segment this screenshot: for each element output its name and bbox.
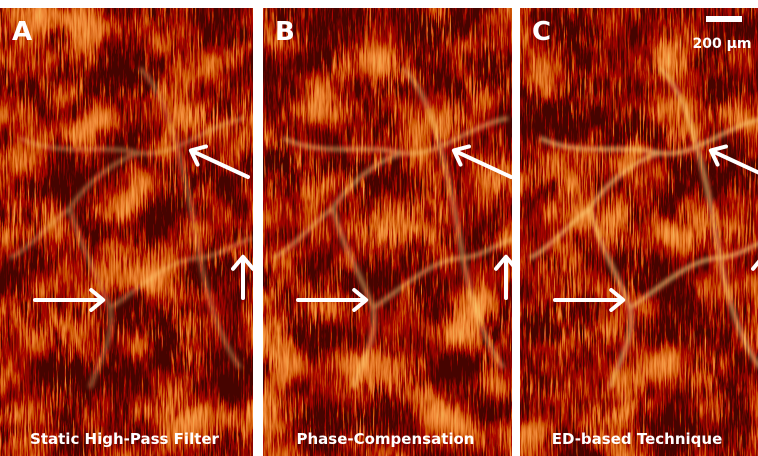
figure: A Static High-Pass Filter B Phase-Compensat… [0, 0, 758, 456]
panel-texture [263, 8, 512, 456]
image-panel [0, 8, 253, 456]
image-panel [520, 8, 758, 456]
panel-texture [520, 8, 758, 456]
panel-label: B [275, 17, 295, 47]
scale-bar-label: 200 µm [693, 36, 752, 52]
panel-label: A [12, 17, 32, 47]
scale-bar [706, 16, 742, 22]
panel-texture [0, 8, 253, 456]
panel-caption: Static High-Pass Filter [30, 430, 220, 448]
panel-caption: ED-based Technique [552, 430, 723, 448]
panel-caption: Phase-Compensation [296, 430, 474, 448]
panel-label: C [532, 17, 551, 47]
image-panel [263, 8, 516, 456]
